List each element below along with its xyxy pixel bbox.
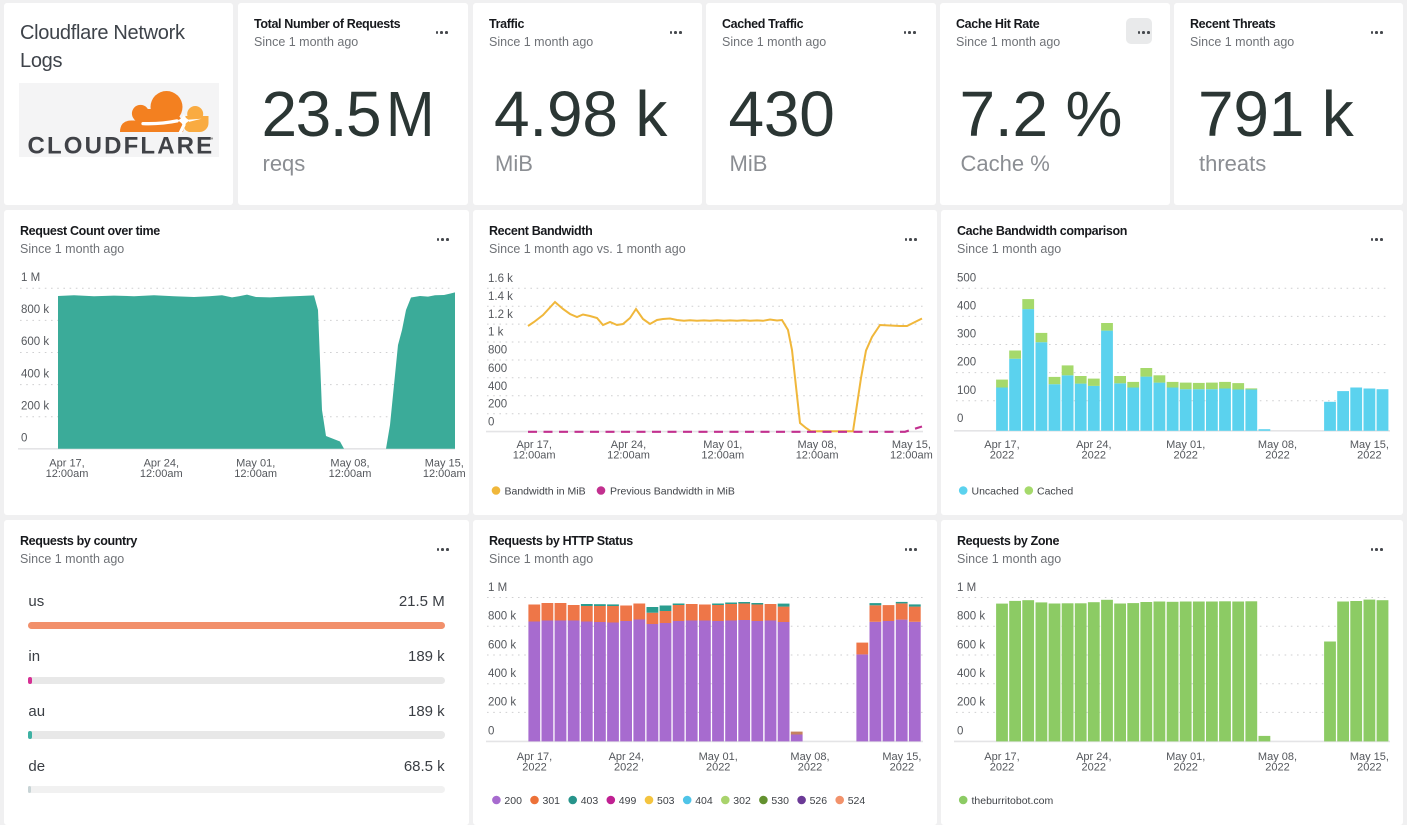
svg-text:400 k: 400 k [957, 668, 985, 680]
svg-text:0: 0 [957, 413, 963, 425]
svg-text:Apr 24,: Apr 24, [144, 458, 179, 470]
svg-text:May 08,: May 08, [798, 439, 837, 451]
svg-text:0: 0 [957, 725, 963, 737]
svg-text:0: 0 [21, 433, 27, 445]
svg-text:2022: 2022 [990, 450, 1014, 462]
svg-text:400: 400 [488, 381, 507, 393]
svg-text:200: 200 [957, 357, 976, 369]
svg-text:12:00am: 12:00am [796, 450, 839, 462]
svg-text:12:00am: 12:00am [890, 450, 933, 462]
svg-text:Uncached: Uncached [972, 486, 1019, 498]
svg-text:524: 524 [848, 795, 866, 807]
svg-text:0: 0 [488, 725, 494, 737]
svg-text:2022: 2022 [890, 761, 914, 773]
svg-text:Apr 17,: Apr 17, [517, 751, 552, 763]
svg-text:2022: 2022 [1265, 450, 1289, 462]
svg-text:300: 300 [957, 329, 976, 341]
svg-text:600 k: 600 k [957, 639, 985, 651]
svg-text:May 15,: May 15, [425, 458, 464, 470]
svg-text:1 M: 1 M [488, 582, 507, 594]
svg-text:200: 200 [504, 795, 522, 807]
svg-text:12:00am: 12:00am [46, 468, 89, 480]
svg-text:0: 0 [488, 417, 494, 429]
svg-text:1.6 k: 1.6 k [488, 273, 513, 285]
svg-text:301: 301 [543, 795, 561, 807]
svg-text:400: 400 [957, 301, 976, 313]
svg-text:12:00am: 12:00am [423, 468, 466, 480]
svg-text:800 k: 800 k [488, 611, 516, 623]
svg-text:200 k: 200 k [957, 697, 985, 709]
svg-text:Apr 24,: Apr 24, [1076, 751, 1111, 763]
svg-text:1 M: 1 M [21, 272, 40, 284]
svg-text:May 15,: May 15, [1350, 751, 1389, 763]
svg-text:12:00am: 12:00am [329, 468, 372, 480]
svg-text:503: 503 [657, 795, 675, 807]
svg-text:Apr 17,: Apr 17, [984, 439, 1019, 451]
svg-text:theburritobot.com: theburritobot.com [972, 795, 1054, 807]
svg-text:Apr 24,: Apr 24, [1076, 439, 1111, 451]
svg-text:2022: 2022 [614, 761, 638, 773]
svg-text:May 01,: May 01, [1166, 439, 1205, 451]
svg-text:2022: 2022 [798, 761, 822, 773]
svg-text:2022: 2022 [1173, 761, 1197, 773]
svg-text:2022: 2022 [1082, 761, 1106, 773]
svg-text:Apr 17,: Apr 17, [984, 751, 1019, 763]
svg-text:12:00am: 12:00am [140, 468, 183, 480]
svg-text:May 15,: May 15, [882, 751, 921, 763]
svg-text:May 08,: May 08, [1258, 439, 1297, 451]
svg-text:Apr 17,: Apr 17, [516, 439, 551, 451]
svg-text:May 08,: May 08, [330, 458, 369, 470]
svg-text:12:00am: 12:00am [701, 450, 744, 462]
svg-text:200 k: 200 k [488, 697, 516, 709]
svg-text:12:00am: 12:00am [513, 450, 556, 462]
svg-text:800 k: 800 k [957, 611, 985, 623]
svg-text:May 01,: May 01, [236, 458, 275, 470]
svg-text:400 k: 400 k [488, 668, 516, 680]
svg-text:600 k: 600 k [488, 639, 516, 651]
svg-text:1.2 k: 1.2 k [488, 309, 513, 321]
svg-text:CLOUDFLARE: CLOUDFLARE [28, 133, 215, 158]
svg-text:Previous Bandwidth in MiB: Previous Bandwidth in MiB [610, 486, 735, 498]
svg-text:2022: 2022 [1173, 450, 1197, 462]
svg-text:12:00am: 12:00am [607, 450, 650, 462]
svg-text:302: 302 [733, 795, 751, 807]
svg-text:526: 526 [810, 795, 828, 807]
svg-text:500: 500 [957, 272, 976, 284]
svg-text:2022: 2022 [990, 761, 1014, 773]
svg-text:200: 200 [488, 399, 507, 411]
svg-text:2022: 2022 [706, 761, 730, 773]
svg-text:530: 530 [771, 795, 789, 807]
svg-text:600 k: 600 k [21, 336, 49, 348]
svg-text:Apr 24,: Apr 24, [611, 439, 646, 451]
svg-text:May 01,: May 01, [699, 751, 738, 763]
svg-text:Cached: Cached [1037, 486, 1073, 498]
svg-text:400 k: 400 k [21, 368, 49, 380]
svg-text:May 15,: May 15, [1350, 439, 1389, 451]
svg-text:100: 100 [957, 385, 976, 397]
svg-text:May 01,: May 01, [703, 439, 742, 451]
svg-text:499: 499 [619, 795, 637, 807]
svg-text:2022: 2022 [522, 761, 546, 773]
svg-text:2022: 2022 [1265, 761, 1289, 773]
svg-text:May 08,: May 08, [790, 751, 829, 763]
svg-text:May 15,: May 15, [892, 439, 931, 451]
svg-text:May 08,: May 08, [1258, 751, 1297, 763]
svg-text:Bandwidth in MiB: Bandwidth in MiB [505, 486, 586, 498]
svg-text:2022: 2022 [1357, 761, 1381, 773]
svg-text:403: 403 [581, 795, 599, 807]
svg-text:800 k: 800 k [21, 304, 49, 316]
svg-text:2022: 2022 [1357, 450, 1381, 462]
svg-text:1.4 k: 1.4 k [488, 291, 513, 303]
svg-text:Apr 17,: Apr 17, [49, 458, 84, 470]
svg-text:2022: 2022 [1082, 450, 1106, 462]
svg-text:1 k: 1 k [488, 327, 504, 339]
svg-text:May 01,: May 01, [1166, 751, 1205, 763]
svg-text:600: 600 [488, 363, 507, 375]
svg-text:1 M: 1 M [957, 582, 976, 594]
svg-text:200 k: 200 k [21, 400, 49, 412]
svg-text:800: 800 [488, 345, 507, 357]
svg-text:Apr 24,: Apr 24, [609, 751, 644, 763]
svg-text:12:00am: 12:00am [234, 468, 277, 480]
svg-text:404: 404 [695, 795, 713, 807]
